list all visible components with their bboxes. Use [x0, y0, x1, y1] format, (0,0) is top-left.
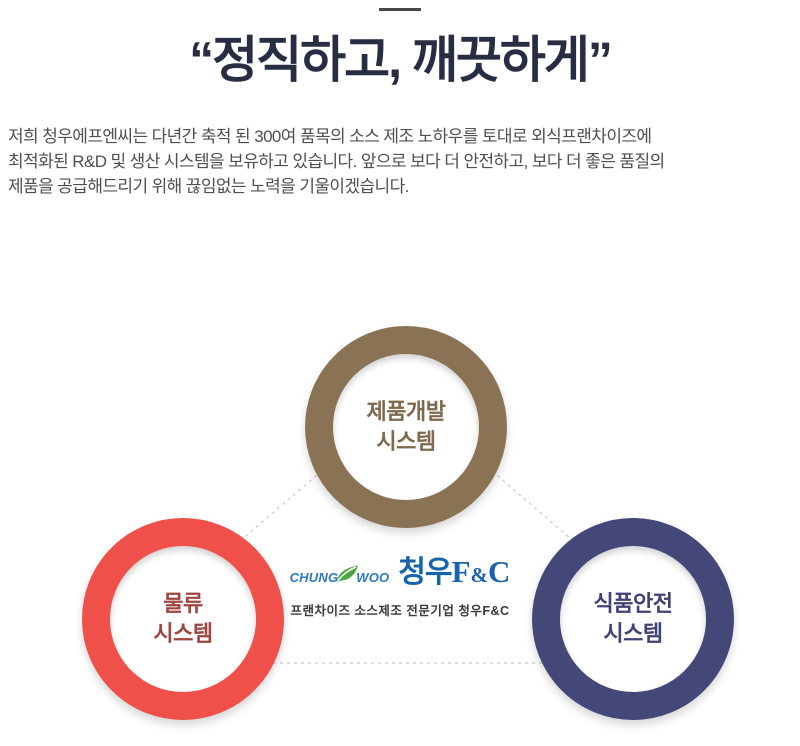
logo-wordmark: CHUNG WOO 청우 F & C: [290, 547, 511, 591]
logo-text-f: F: [451, 554, 471, 589]
circle-logistics-label: 물류 시스템: [153, 591, 213, 646]
circle-product-development-label: 제품개발 시스템: [366, 399, 446, 454]
logo-text-ampersand: &: [470, 563, 489, 587]
logo-text-kr: 청우: [398, 556, 452, 589]
logo-text-c: C: [488, 554, 511, 589]
circle-product-development: 제품개발 시스템: [305, 326, 507, 528]
logo-tagline: 프랜차이즈 소스제조 전문기업 청우F&C: [290, 604, 510, 618]
circle-food-safety-label: 식품안전 시스템: [593, 591, 673, 646]
logo-text-chung: CHUNG: [289, 570, 339, 585]
intro-paragraph: 저희 청우에프엔씨는 다년간 축적 된 300여 품목의 소스 제조 노하우를 …: [8, 127, 665, 196]
logo-text-woo: WOO: [356, 570, 390, 585]
page-title: “정직하고, 깨끗하게”: [189, 32, 613, 88]
leaf-icon: [335, 564, 359, 588]
title-accent-dash: [379, 8, 421, 11]
company-logo: CHUNG WOO 청우 F & C 프랜차이즈 소스제조 전문기업 청우F&C: [0, 547, 800, 619]
